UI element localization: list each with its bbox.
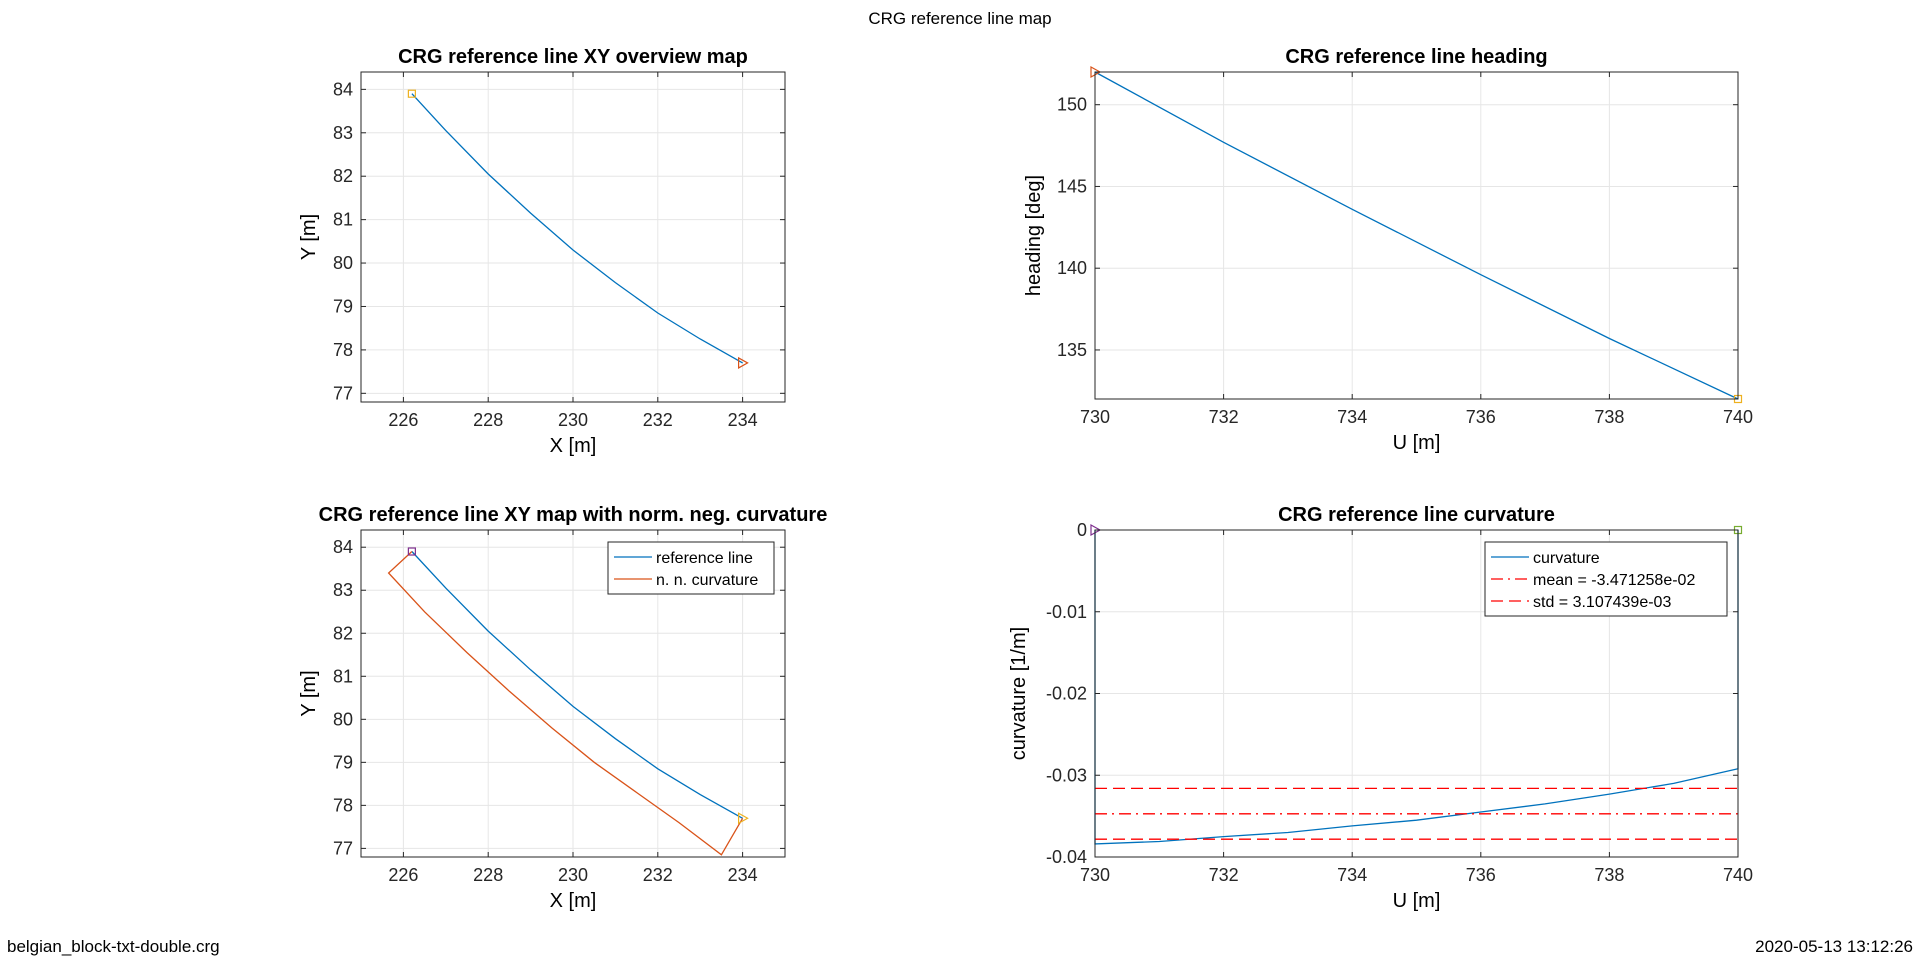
x-tick-label: 732: [1209, 865, 1239, 885]
series-line-0: [1094, 530, 1739, 845]
y-axis-label: curvature [1/m]: [1008, 627, 1030, 760]
y-tick-label: 145: [1057, 176, 1087, 196]
y-tick-label: 140: [1057, 258, 1087, 278]
axes-title: CRG reference line XY overview map: [398, 46, 748, 68]
x-axis-label: X [m]: [550, 890, 597, 912]
x-tick-label: 234: [728, 410, 758, 430]
y-axis-label: Y [m]: [298, 670, 320, 716]
x-tick-label: 228: [473, 865, 503, 885]
y-tick-label: -0.04: [1046, 847, 1087, 867]
x-tick-label: 730: [1080, 865, 1110, 885]
legend-box: [607, 541, 775, 595]
x-tick-label: 730: [1080, 407, 1110, 427]
x-tick-label: 230: [558, 410, 588, 430]
y-tick-label: 79: [333, 752, 353, 772]
axes-title: CRG reference line curvature: [1278, 504, 1555, 526]
series-line-0: [411, 93, 743, 364]
marker-square: [407, 89, 416, 98]
y-tick-label: -0.02: [1046, 684, 1087, 704]
x-tick-label: 234: [728, 865, 758, 885]
y-tick-label: 81: [333, 666, 353, 686]
x-tick-label: 736: [1466, 865, 1496, 885]
legend-entry: curvature: [1533, 550, 1600, 567]
x-tick-label: 734: [1337, 407, 1367, 427]
x-tick-label: 226: [388, 410, 418, 430]
axes-title: CRG reference line XY map with norm. neg…: [319, 504, 828, 526]
footer-timestamp: 2020-05-13 13:12:26: [1755, 937, 1913, 956]
x-tick-label: 740: [1723, 865, 1753, 885]
y-tick-label: -0.01: [1046, 602, 1087, 622]
y-tick-label: 77: [333, 838, 353, 858]
legend-entry: reference line: [656, 550, 753, 567]
y-tick-label: 79: [333, 296, 353, 316]
xy-curvature-map-plot: 226 228 230 232 234 77 78 79 80 81 82 83 84 CRG refer…: [298, 504, 827, 912]
legend-entry: n. n. curvature: [656, 572, 758, 589]
x-tick-label: 738: [1594, 865, 1624, 885]
x-tick-label: 228: [473, 410, 503, 430]
y-tick-label: 78: [333, 340, 353, 360]
plot-area: [1095, 72, 1738, 399]
y-tick-label: 81: [333, 210, 353, 230]
y-axis-label: heading [deg]: [1023, 175, 1045, 296]
y-tick-label: 150: [1057, 95, 1087, 115]
y-tick-label: 84: [333, 79, 353, 99]
curvature-plot: 730 732 734 736 738 740 0 -0.01 -0.02 -0.03 -0.04 C…: [1008, 504, 1753, 912]
marker-triangle: [737, 356, 749, 369]
series-line-1: [387, 551, 744, 856]
axes-title: CRG reference line heading: [1285, 46, 1547, 68]
x-tick-label: 230: [558, 865, 588, 885]
x-tick-label: 732: [1209, 407, 1239, 427]
y-tick-label: 84: [333, 537, 353, 557]
y-tick-label: -0.03: [1046, 765, 1087, 785]
x-axis-label: U [m]: [1393, 432, 1441, 454]
x-tick-label: 232: [643, 410, 673, 430]
y-tick-label: 80: [333, 253, 353, 273]
x-tick-label: 736: [1466, 407, 1496, 427]
x-axis-label: U [m]: [1393, 890, 1441, 912]
marker-triangle: [737, 812, 749, 825]
y-tick-label: 80: [333, 709, 353, 729]
legend-entry: mean = -3.471258e-02: [1533, 572, 1695, 589]
series-line-0: [1094, 71, 1739, 400]
x-tick-label: 738: [1594, 407, 1624, 427]
heading-plot: 730 732 734 736 738 740 135 140 145 150 CRG refere…: [1023, 46, 1753, 454]
footer-filename: belgian_block-txt-double.crg: [7, 937, 220, 956]
xy-overview-plot: 226 228 230 232 234 77 78 79 80 81 82 83 84 CRG refer…: [298, 46, 786, 457]
legend-entry: std = 3.107439e-03: [1533, 594, 1671, 611]
y-tick-label: 135: [1057, 340, 1087, 360]
x-tick-label: 232: [643, 865, 673, 885]
marker-square: [407, 547, 416, 556]
series-line-0: [411, 551, 743, 819]
y-tick-label: 78: [333, 795, 353, 815]
x-tick-label: 740: [1723, 407, 1753, 427]
axes-box: [1094, 71, 1739, 400]
y-tick-label: 82: [333, 623, 353, 643]
y-axis-label: Y [m]: [298, 214, 320, 260]
x-axis-label: X [m]: [550, 435, 597, 457]
y-tick-label: 77: [333, 383, 353, 403]
x-tick-label: 734: [1337, 865, 1367, 885]
y-tick-label: 83: [333, 580, 353, 600]
x-tick-label: 226: [388, 865, 418, 885]
y-tick-label: 82: [333, 166, 353, 186]
y-tick-label: 0: [1077, 520, 1087, 540]
figure-title: CRG reference line map: [868, 9, 1051, 28]
y-tick-label: 83: [333, 123, 353, 143]
